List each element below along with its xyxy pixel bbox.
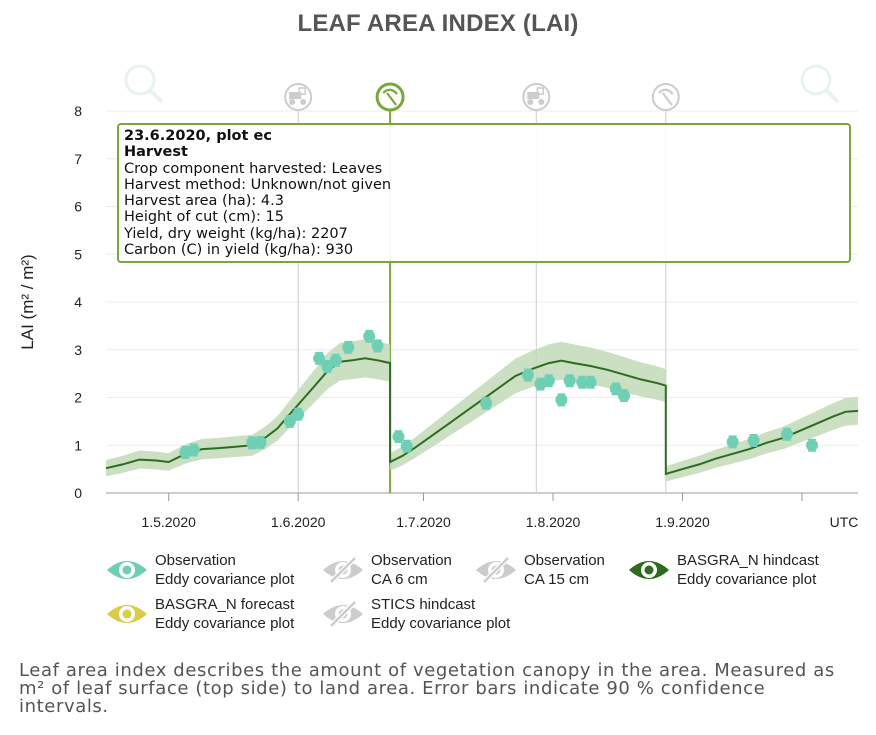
tooltip-line: Crop component harvested: Leaves bbox=[124, 160, 383, 177]
observation-point bbox=[329, 354, 342, 367]
tooltip-line: Harvest method: Unknown/not given bbox=[124, 176, 392, 193]
y-axis-label: LAI (m² / m²) bbox=[18, 254, 37, 349]
legend-sub: Eddy covariance plot bbox=[677, 571, 817, 588]
legend-item-observation-ca15[interactable]: Observation CA 15 cm bbox=[474, 551, 605, 589]
eye-icon bbox=[107, 561, 147, 579]
tooltip-line: Yield, dry weight (kg/ha): 2207 bbox=[124, 225, 348, 242]
x-tick-label: 1.6.2020 bbox=[271, 514, 326, 530]
observation-point bbox=[480, 397, 493, 410]
tooltip-event-type: Harvest bbox=[124, 144, 188, 161]
observation-point bbox=[254, 436, 267, 449]
x-tick-label: 1.7.2020 bbox=[396, 514, 451, 530]
observation-point bbox=[521, 369, 534, 382]
zoom-icon-handle bbox=[148, 88, 164, 104]
observation-point bbox=[555, 393, 568, 406]
y-tick-label: 0 bbox=[74, 485, 82, 501]
legend-title: BASGRA_N forecast bbox=[155, 596, 295, 613]
tractor-cab bbox=[536, 87, 545, 95]
eye-icon bbox=[629, 561, 669, 579]
tractor-wheel bbox=[300, 99, 307, 105]
legend-title: Observation bbox=[371, 552, 452, 569]
tractor-body bbox=[527, 92, 540, 99]
observation-point bbox=[780, 428, 793, 441]
tractor-cab bbox=[298, 87, 306, 95]
y-tick-label: 4 bbox=[74, 294, 82, 310]
sickle-handle bbox=[386, 92, 397, 106]
observation-point bbox=[747, 434, 760, 447]
legend-sub: Eddy covariance plot bbox=[371, 615, 511, 632]
observation-point bbox=[563, 374, 576, 387]
legend-item-stics-hindcast[interactable]: STICS hindcast Eddy covariance plot bbox=[321, 595, 510, 633]
legend-sub: Eddy covariance plot bbox=[155, 615, 295, 632]
legend-title: STICS hindcast bbox=[371, 596, 476, 613]
x-tick-label: 1.5.2020 bbox=[141, 514, 196, 530]
harvest-tooltip: 23.6.2020, plot ec Harvest Crop componen… bbox=[117, 123, 851, 263]
sickle-handle bbox=[661, 92, 673, 106]
tractor-wheel bbox=[289, 99, 296, 105]
observation-point bbox=[806, 439, 819, 452]
y-tick-label: 5 bbox=[74, 246, 82, 262]
legend-title: Observation bbox=[155, 552, 236, 569]
sickle-blade bbox=[382, 88, 398, 95]
eye-icon bbox=[107, 605, 147, 623]
tooltip-line: Height of cut (cm): 15 bbox=[124, 209, 284, 226]
eye-slash-icon bbox=[323, 556, 363, 584]
zoom-icon bbox=[800, 64, 832, 96]
observation-point bbox=[313, 352, 326, 365]
legend-item-observation-ec[interactable]: Observation Eddy covariance plot bbox=[105, 551, 294, 589]
legend-item-observation-ca6[interactable]: Observation CA 6 cm bbox=[321, 551, 452, 589]
tooltip-line: Harvest area (ha): 4.3 bbox=[124, 193, 284, 210]
y-tick-label: 3 bbox=[74, 342, 82, 358]
zoom-icon bbox=[124, 64, 156, 96]
observation-point bbox=[363, 330, 376, 343]
observation-point bbox=[618, 389, 631, 402]
y-tick-label: 8 bbox=[74, 103, 82, 119]
tractor-wheel bbox=[538, 99, 545, 105]
tractor-wheel bbox=[527, 99, 534, 105]
chart-description: Leaf area index describes the amount of … bbox=[19, 660, 835, 717]
chart-title: LEAF AREA INDEX (LAI) bbox=[297, 10, 579, 37]
observation-point bbox=[321, 360, 334, 373]
tractor-body bbox=[289, 92, 302, 99]
observation-point bbox=[400, 440, 413, 453]
legend-item-basgra-forecast[interactable]: BASGRA_N forecast Eddy covariance plot bbox=[105, 595, 294, 633]
hindcast-uncertainty-band bbox=[665, 396, 858, 482]
hindcast-uncertainty-band bbox=[106, 339, 391, 477]
y-tick-label: 7 bbox=[74, 151, 82, 167]
observation-point bbox=[187, 444, 200, 457]
tooltip-date: 23.6.2020, plot ec bbox=[124, 128, 272, 144]
legend-sub: CA 15 cm bbox=[524, 571, 590, 588]
eye-slash-icon bbox=[323, 600, 363, 628]
observation-point bbox=[342, 341, 355, 354]
observation-point bbox=[542, 374, 555, 387]
legend-item-basgra-hindcast[interactable]: BASGRA_N hindcast Eddy covariance plot bbox=[627, 551, 819, 589]
hindcast-line bbox=[105, 357, 859, 476]
x-tick-label: 1.9.2020 bbox=[655, 514, 710, 530]
observation-point bbox=[576, 376, 589, 389]
legend-sub: Eddy covariance plot bbox=[155, 571, 295, 588]
sickle-blade bbox=[658, 88, 674, 95]
x-timezone-label: UTC bbox=[830, 514, 859, 530]
legend-title: Observation bbox=[524, 552, 605, 569]
x-tick-label: 1.8.2020 bbox=[526, 514, 581, 530]
legend-sub: CA 6 cm bbox=[371, 571, 428, 588]
y-tick-label: 6 bbox=[74, 199, 82, 215]
zoom-icon-handle bbox=[824, 88, 840, 104]
tooltip-line: Carbon (C) in yield (kg/ha): 930 bbox=[124, 242, 354, 259]
observation-point bbox=[392, 430, 405, 443]
observation-point bbox=[371, 339, 384, 352]
observation-point bbox=[283, 415, 296, 428]
observation-point bbox=[609, 382, 622, 395]
observation-point bbox=[292, 408, 305, 421]
y-tick-label: 2 bbox=[74, 390, 82, 406]
observation-point bbox=[726, 435, 739, 448]
y-tick-label: 1 bbox=[74, 437, 82, 453]
eye-slash-icon bbox=[476, 556, 516, 584]
hindcast-uncertainty-band bbox=[390, 341, 666, 471]
observation-point bbox=[584, 376, 597, 389]
legend-title: BASGRA_N hindcast bbox=[677, 552, 819, 569]
